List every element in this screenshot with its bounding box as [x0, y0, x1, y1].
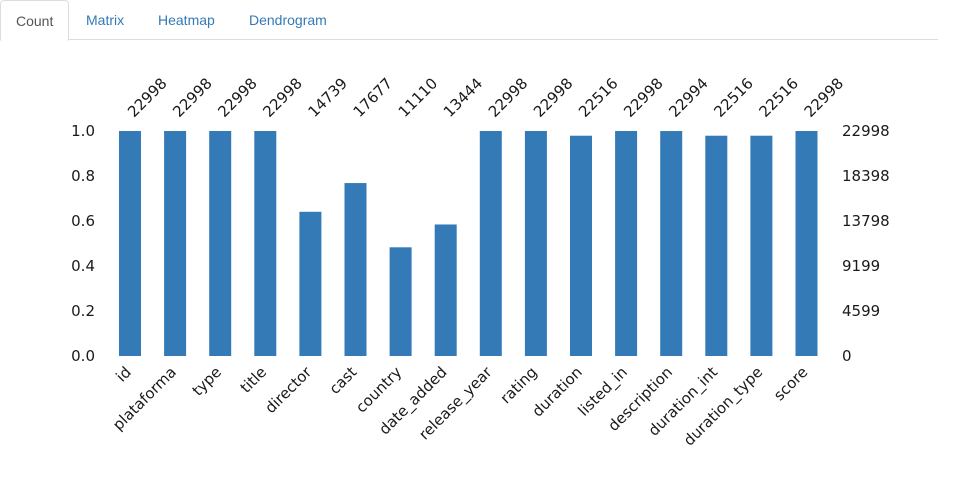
category-label: duration [528, 363, 585, 420]
tab-count[interactable]: Count [0, 0, 70, 41]
bar-duration-int [705, 135, 728, 356]
bar-count-label: 22998 [124, 74, 170, 120]
bar-cast [344, 183, 367, 356]
tab-heatmap[interactable]: Heatmap [158, 12, 215, 28]
right-axis-tick-label: 22998 [842, 122, 890, 140]
category-label: id [112, 363, 134, 385]
bar-count-label: 22516 [710, 74, 756, 120]
category-label: cast [326, 363, 361, 398]
left-axis-tick-label: 0.6 [71, 212, 95, 230]
left-axis-tick-label: 0.8 [71, 167, 95, 185]
bar-type [209, 131, 232, 356]
bar-country [389, 247, 412, 356]
category-label: director [261, 363, 315, 417]
bar-duration [570, 135, 592, 356]
left-axis-tick-label: 0.0 [71, 347, 95, 365]
bar-count-label: 17677 [350, 74, 396, 120]
left-axis-tick-label: 1.0 [71, 122, 95, 140]
bar-count-label: 22998 [530, 74, 576, 120]
category-label: duration_type [680, 363, 767, 450]
bar-plataforma [164, 131, 187, 356]
bar-rating [524, 131, 547, 356]
bar-date-added [434, 224, 457, 356]
bar-score [795, 131, 818, 356]
category-label: title [237, 363, 270, 396]
category-label: rating [497, 363, 541, 407]
bar-director [299, 211, 322, 356]
right-axis-tick-label: 4599 [842, 302, 880, 320]
bar-count-label: 22994 [665, 74, 711, 120]
bar-count-label: 14739 [305, 74, 351, 120]
tab-dendrogram[interactable]: Dendrogram [249, 12, 327, 28]
bar-release-year [479, 131, 502, 356]
bar-count-label: 22998 [485, 74, 531, 120]
bar-id [119, 131, 141, 356]
bar-count-label: 13444 [440, 74, 486, 120]
bar-count-label: 11110 [395, 74, 441, 120]
left-axis-tick-label: 0.2 [71, 302, 95, 320]
tab-matrix[interactable]: Matrix [86, 12, 125, 28]
bar-count-label: 22998 [169, 74, 215, 120]
left-axis-tick-label: 0.4 [71, 257, 95, 275]
right-axis-tick-label: 13798 [842, 212, 890, 230]
right-axis-tick-label: 0 [842, 347, 852, 365]
bar-title [254, 131, 277, 356]
right-axis-tick-label: 9199 [842, 257, 880, 275]
tab-bar: Count Matrix Heatmap Dendrogram [0, 0, 938, 41]
bar-count-label: 22998 [259, 74, 305, 120]
bar-count-label: 22998 [214, 74, 260, 120]
bar-count-label: 22998 [801, 74, 847, 120]
bar-count-label: 22516 [756, 74, 802, 120]
category-label: type [189, 363, 225, 399]
bar-count-label: 22998 [620, 74, 666, 120]
bar-count-label: 22516 [575, 74, 621, 120]
bar-duration-type [750, 135, 773, 356]
bar-listed-in [615, 131, 638, 356]
category-label: score [770, 363, 811, 404]
bar-description [660, 131, 683, 356]
right-axis-tick-label: 18398 [842, 167, 890, 185]
